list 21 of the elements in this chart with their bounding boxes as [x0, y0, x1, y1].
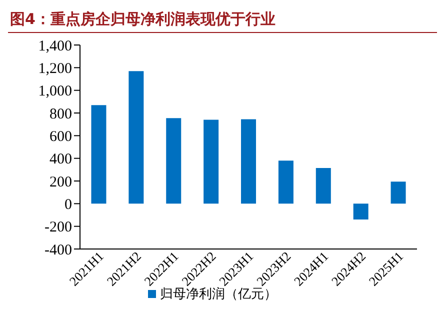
y-tick-label: 200: [50, 174, 72, 190]
y-tick-label: 0: [64, 196, 72, 213]
bar: [316, 168, 331, 204]
y-tick-label: 800: [50, 106, 72, 122]
bar: [166, 118, 182, 204]
bar: [390, 182, 406, 204]
y-tick-label: 400: [50, 152, 72, 168]
bar: [128, 71, 144, 204]
bar: [241, 119, 256, 204]
bar: [91, 105, 106, 204]
y-tick-label: -400: [44, 242, 72, 258]
chart-title: 图4：重点房企归母净利润表现优于行业: [9, 9, 276, 30]
legend-label: 归母净利润（亿元）: [160, 287, 277, 302]
y-tick-label: 600: [50, 128, 72, 145]
y-tick-label: 1,000: [38, 84, 72, 100]
y-tick-label: 1,200: [38, 60, 72, 77]
bar: [204, 120, 219, 204]
bar: [278, 160, 294, 204]
y-tick-label: 1,400: [38, 38, 72, 54]
bar: [353, 204, 368, 220]
y-tick-label: -200: [44, 220, 72, 236]
